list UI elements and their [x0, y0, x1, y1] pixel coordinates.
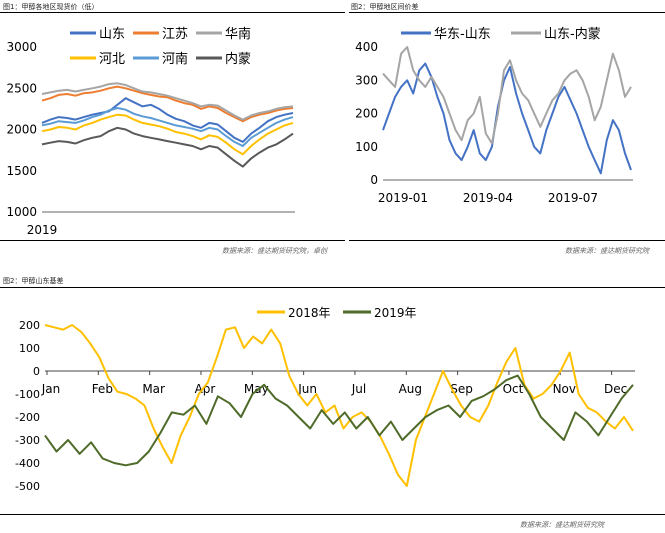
fig1-xtick-label: 2019 [27, 223, 58, 237]
fig3-ytick-label: 100 [19, 342, 40, 355]
fig3-series-y2019 [44, 374, 634, 467]
fig3-xtick-label: Apr [195, 382, 216, 396]
fig3-top-rule [0, 287, 665, 288]
fig3-ytick-label: -400 [15, 457, 40, 470]
fig2-ytick-label: 0 [370, 173, 378, 187]
fig2-ytick-label: 200 [355, 107, 378, 121]
fig1-series-huanan [41, 82, 294, 121]
fig2-caption: 图2：甲醇地区间价差 [351, 3, 419, 11]
fig1-ytick-label: 3000 [6, 40, 37, 54]
mid-rule-right [349, 240, 665, 241]
fig1-ytick-label: 1000 [6, 205, 37, 219]
fig3-xtick-label: Dec [604, 382, 627, 396]
fig3-xtick-label: May [244, 382, 269, 396]
fig1-legend-label: 江苏 [162, 26, 188, 42]
fig2-series-huadong_shandong [382, 62, 632, 175]
fig3-xtick-label: Sep [450, 382, 473, 396]
fig2-xtick-label: 2019-07 [548, 191, 598, 205]
fig1-legend-label: 华南 [225, 26, 251, 42]
fig3-caption: 图2：甲醇山东基差 [3, 277, 64, 285]
top-rule-left [0, 12, 345, 13]
fig1-legend-label: 山东 [99, 27, 125, 42]
fig3-ytick-label: 0 [33, 365, 40, 378]
fig3-ytick-label: -500 [15, 480, 40, 493]
fig3-legend-label: 2019年 [374, 306, 417, 320]
fig1-ytick-label: 2000 [6, 123, 37, 137]
fig3-xtick-label: Aug [399, 382, 422, 396]
fig2-ytick-label: 400 [355, 40, 378, 54]
fig3-xtick-label: Jul [351, 382, 366, 396]
fig1-series-jiangsu [41, 85, 294, 123]
fig3-series-y2018 [44, 324, 634, 487]
fig2-series-shandong_neimeng [382, 46, 632, 145]
fig1-series-shandong [41, 97, 294, 143]
fig1-series-neimeng [41, 126, 294, 168]
chart-fig2: 0 100 200 300 400 2019-01 2019-04 2019-07 华东-山东 山… [355, 26, 633, 205]
fig2-ytick-label: 300 [355, 73, 378, 87]
fig2-ytick-label: 100 [355, 140, 378, 154]
fig3-xtick-label: Jan [41, 382, 61, 396]
chart-fig3: 200 100 0 -100 -200 -300 -400 -500 Jan Feb Mar Apr M… [15, 306, 635, 493]
fig3-xtick-label: Mar [142, 382, 165, 396]
fig1-ytick-label: 1500 [6, 164, 37, 178]
fig1-source: 数据来源：盛达期货研究院，卓创 [222, 247, 327, 255]
mid-rule-left [0, 240, 345, 241]
top-rule-right [349, 12, 665, 13]
fig1-legend-label: 河北 [99, 52, 125, 67]
bottom-rule [0, 514, 665, 515]
fig1-legend-label: 河南 [162, 51, 188, 67]
fig3-ytick-label: -300 [15, 434, 40, 447]
fig2-xtick-label: 2019-01 [378, 191, 428, 205]
fig3-xtick-label: Nov [553, 382, 576, 396]
fig1-series-hebei [41, 113, 294, 156]
fig3-legend-label: 2018年 [288, 306, 331, 320]
fig1-legend-label: 内蒙 [225, 51, 251, 67]
fig3-source: 数据来源：盛达期货研究院 [520, 521, 604, 529]
fig2-legend-label: 山东-内蒙 [544, 26, 601, 42]
fig1-ytick-label: 2500 [6, 81, 37, 95]
fig3-xtick-label: Jun [297, 382, 317, 396]
fig3-xtick-label: Oct [503, 382, 524, 396]
fig3-ytick-label: 200 [19, 319, 40, 332]
fig1-caption: 图1：甲醇各地区现货价（低） [3, 3, 99, 11]
fig3-ytick-label: -200 [15, 411, 40, 424]
fig3-xtick-label: Feb [92, 382, 113, 396]
fig2-xtick-label: 2019-04 [463, 191, 513, 205]
fig2-source: 数据来源：盛达期货研究院 [565, 247, 649, 255]
fig3-ytick-label: -100 [15, 388, 40, 401]
fig2-legend-label: 华东-山东 [434, 27, 491, 42]
fig1-series-henan [41, 107, 294, 147]
